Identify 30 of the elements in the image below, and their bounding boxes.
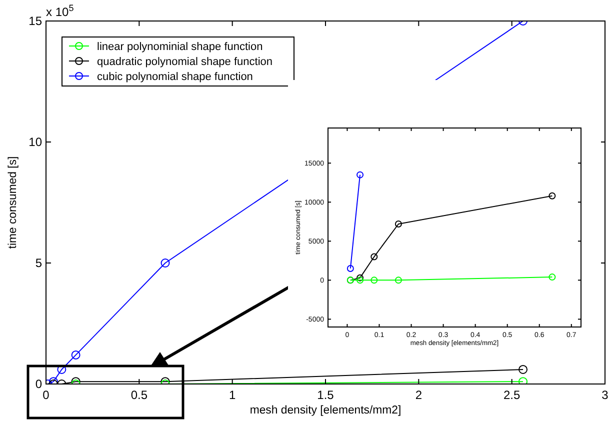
y-tick-label: 5 [35,256,42,270]
point [356,171,364,178]
point [518,364,528,374]
point [548,274,556,281]
point [346,264,354,272]
point [71,350,80,360]
point [160,258,170,268]
x-tick-label: 1.5 [317,388,334,402]
point [548,192,556,200]
point [394,220,402,228]
x-tick-label: 2 [415,388,422,402]
legend-label: linear polynominial shape function [97,41,263,53]
legend-label: quadratic polynomial shape function [97,56,273,68]
x-tick-label: 1 [228,388,236,402]
x-tick-label: 3 [602,388,609,402]
point [370,253,378,260]
x-axis-title: mesh density [elements/mm2] [250,404,402,417]
legend-label: cubic polynomial shape function [97,71,253,83]
x-tick-label: 0.5 [130,388,148,402]
point [518,377,528,384]
point [394,276,402,284]
point [356,274,364,282]
x-tick-label: 2.5 [503,388,520,402]
y-tick-label: 0 [35,377,42,392]
point [356,276,364,284]
point [370,276,378,284]
y-tick-label: 15 [28,14,42,28]
text: x 10$^{5}$ [46,3,74,19]
y-axis-title: time consumed [s] [7,156,19,249]
y-tick-label: 10 [28,135,42,150]
